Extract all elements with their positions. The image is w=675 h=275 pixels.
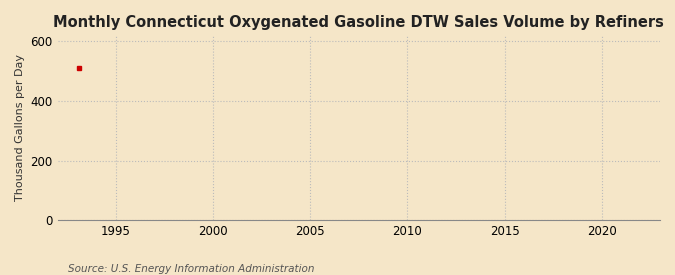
Title: Monthly Connecticut Oxygenated Gasoline DTW Sales Volume by Refiners: Monthly Connecticut Oxygenated Gasoline … [53,15,664,30]
Y-axis label: Thousand Gallons per Day: Thousand Gallons per Day [15,54,25,201]
Text: Source: U.S. Energy Information Administration: Source: U.S. Energy Information Administ… [68,264,314,274]
